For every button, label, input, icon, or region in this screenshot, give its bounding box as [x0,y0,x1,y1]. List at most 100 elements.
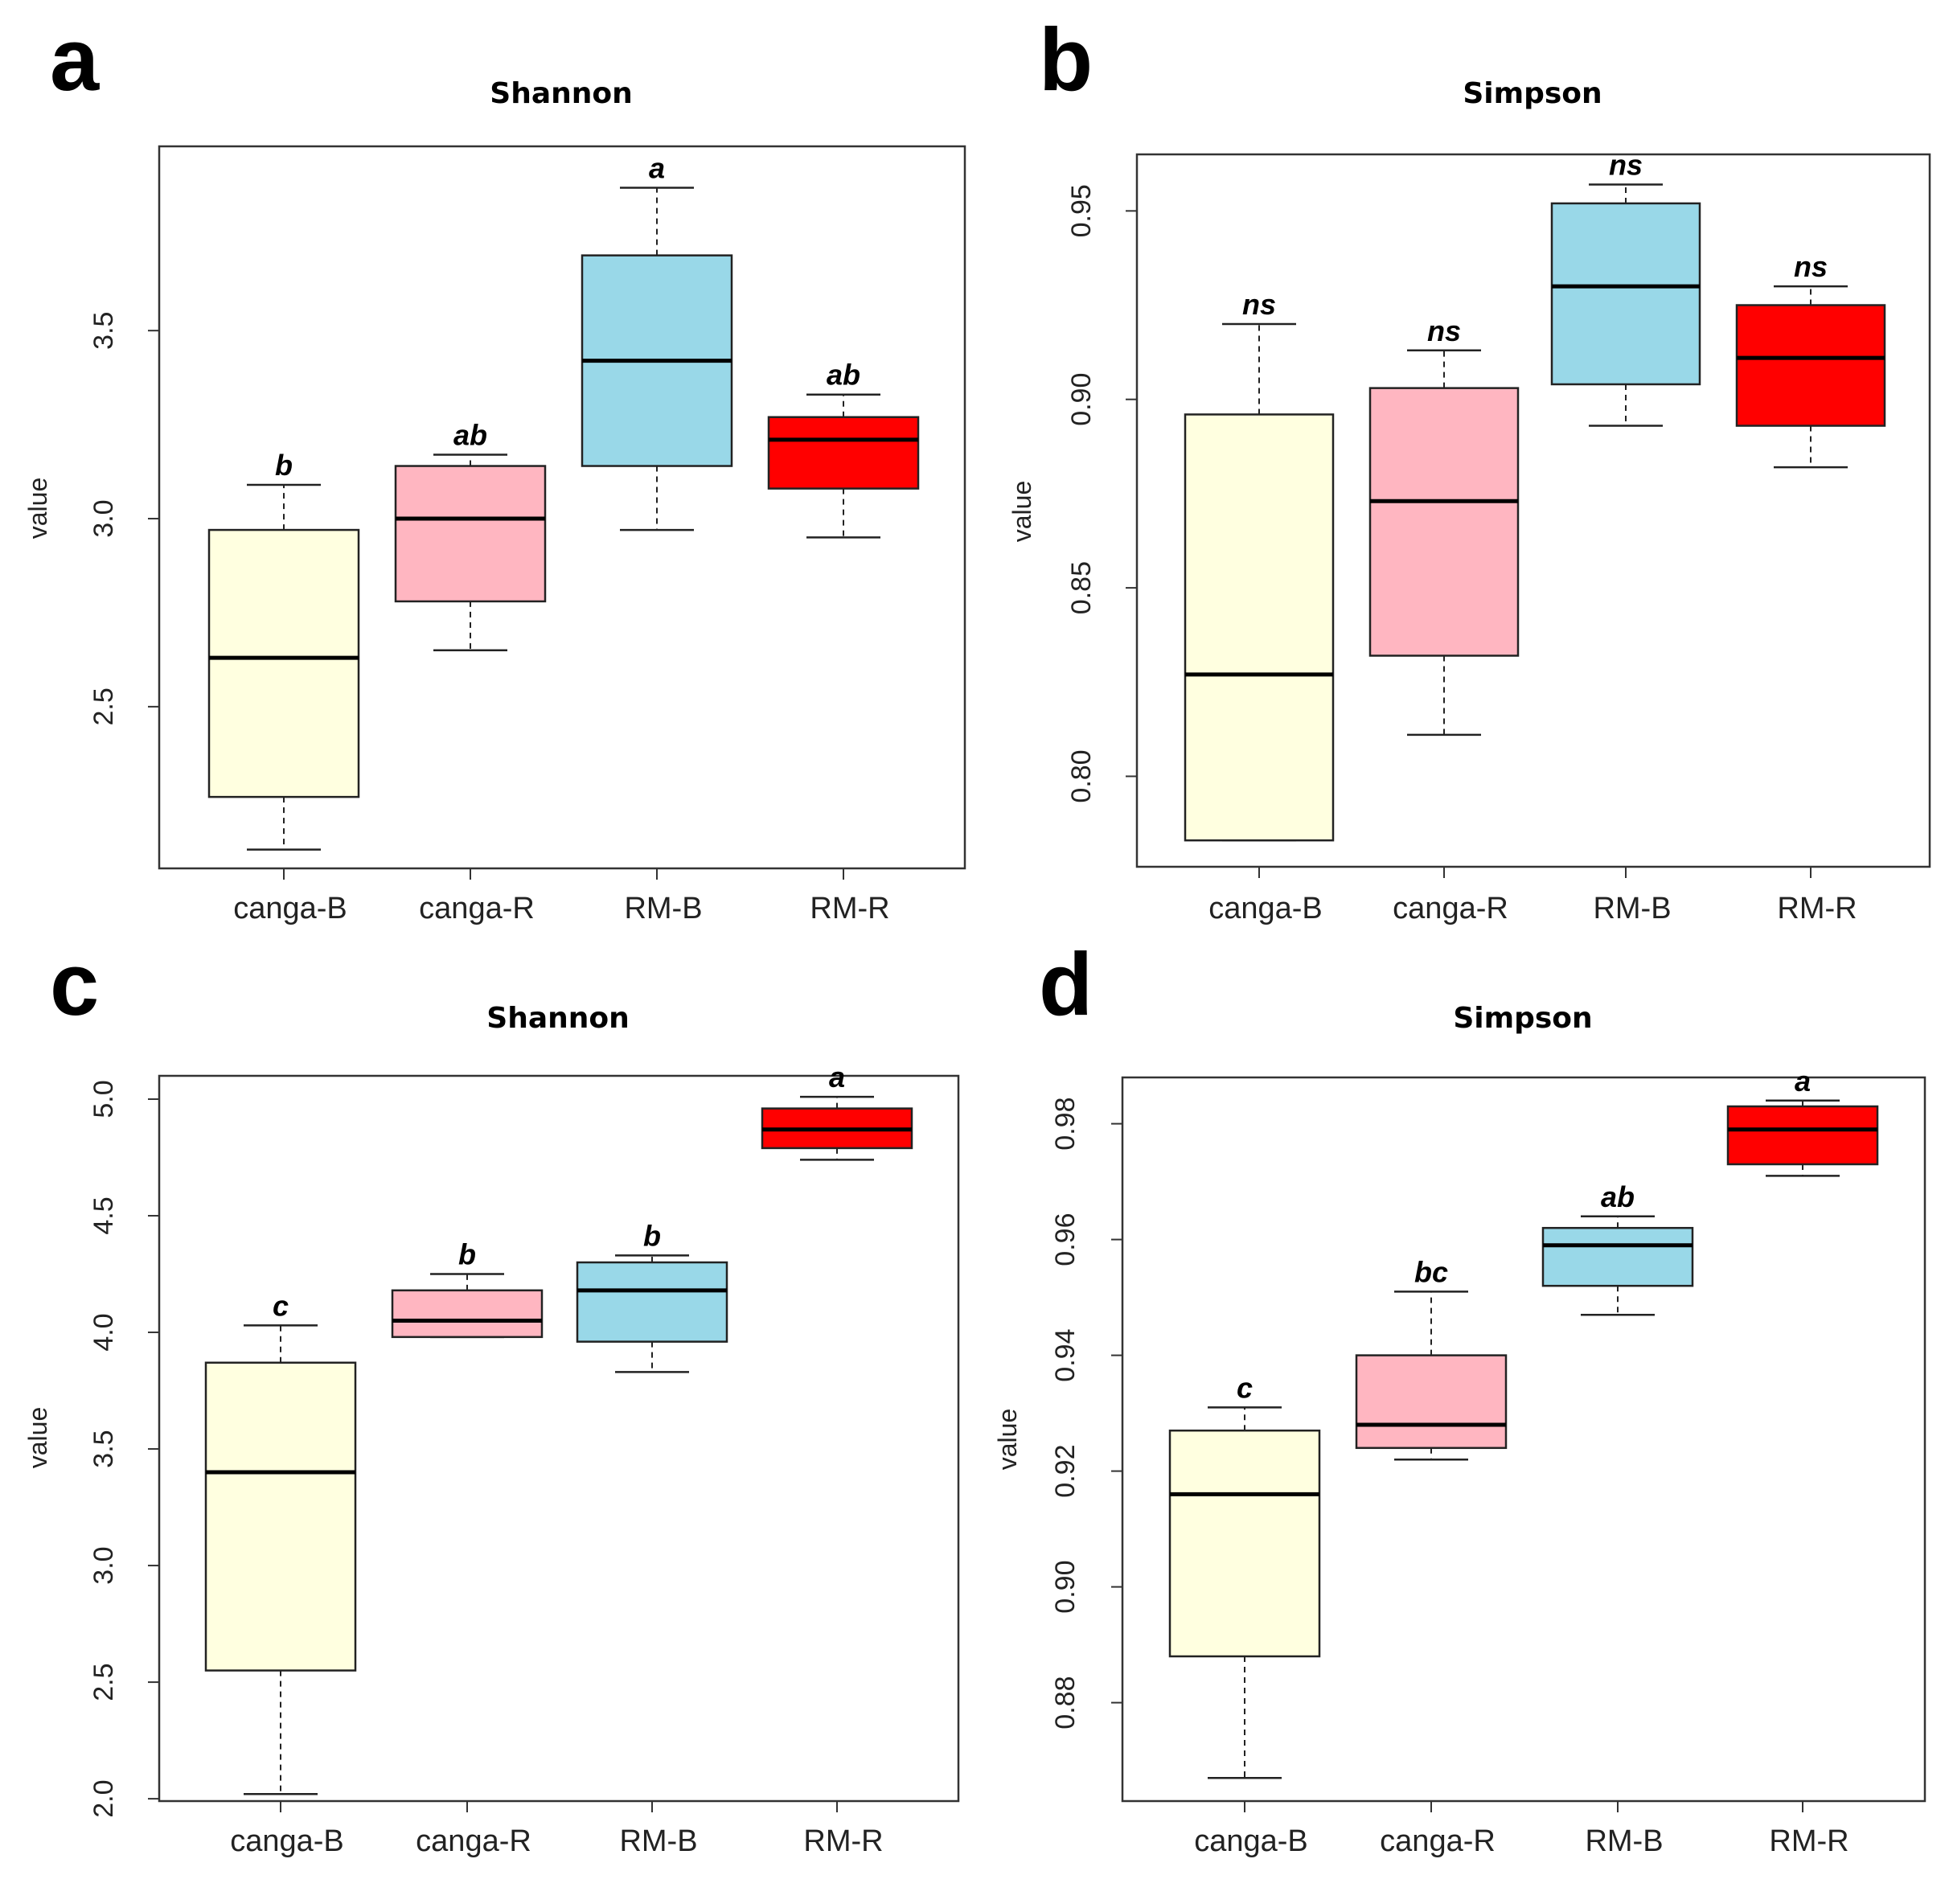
box-RM-B: RM-B ab [1541,1180,1694,1858]
x-tick-label: canga-R [1393,892,1508,925]
box-body [391,1289,544,1339]
x-tick-label: RM-B [619,1824,697,1858]
y-tick-label: 4.5 [88,1196,119,1234]
box-body [1726,1105,1879,1166]
significance-label: ns [1609,149,1643,182]
panel-a: a Shannonvalue2.53.03.5canga-Bbcanga-RabR… [23,10,966,925]
box-body [1368,387,1520,657]
box-RM-B: RM-B ns [1550,149,1701,925]
y-axis-label: value [993,1409,1022,1471]
y-tick-label: 0.98 [1050,1098,1081,1151]
y-tick-label: 3.0 [88,499,119,537]
significance-label: a [829,1061,845,1094]
box-RM-R: RM-R a [1726,1065,1879,1858]
box-RM-R: RM-R a [761,1061,913,1858]
box-body [1184,413,1335,842]
plot-title: Simpson [1453,1002,1592,1035]
plot-title: Shannon [486,1002,629,1035]
box-canga-R: canga-R bc [1355,1255,1508,1858]
y-tick-label: 0.85 [1066,561,1097,614]
box-canga-B: canga-B c [204,1289,357,1858]
box-body [1355,1354,1508,1450]
significance-label: bc [1414,1255,1448,1288]
y-tick-label: 0.80 [1066,749,1097,802]
y-axis-label: value [1007,481,1036,543]
y-tick-label: 2.5 [88,687,119,725]
box-canga-B: canga-B ns [1184,288,1335,925]
y-axis-label: value [23,1407,52,1469]
significance-label: ab [827,359,860,392]
y-tick-label: 0.95 [1066,184,1097,237]
panel-letter: b [1039,10,1093,109]
significance-label: b [643,1219,661,1252]
box-body [394,465,547,603]
plot-frame [158,1074,960,1803]
box-body [1735,304,1886,427]
x-tick-label: canga-R [1380,1824,1496,1858]
significance-label: ns [1794,250,1828,283]
y-tick-label: 5.0 [88,1080,119,1118]
box-body [767,416,920,490]
box-body [1550,202,1701,386]
box-RM-R: RM-R ab [767,359,920,925]
significance-label: c [273,1289,289,1322]
significance-label: c [1237,1371,1253,1404]
significance-label: ns [1242,288,1276,321]
x-tick-label: canga-B [233,892,347,925]
panel-d: d Simpson value 0.88 0.90 0.92 0.94 0.96 0.98 can… [993,935,1926,1858]
plot-title: Shannon [490,77,632,110]
box-canga-B: canga-B b [207,449,360,925]
x-tick-label: RM-B [624,892,702,925]
box-canga-B: canga-B c [1168,1371,1321,1858]
panel-c: c Shannon value 2.0 2.5 3.0 3.5 4.0 4.5 5.0 canga-… [23,935,960,1858]
significance-label: b [458,1238,476,1271]
x-tick-label: RM-R [810,892,889,925]
significance-label: ns [1427,314,1461,347]
plot-frame [1121,1076,1926,1803]
y-tick-label: 0.96 [1050,1213,1081,1266]
box-canga-R: canga-R b [391,1238,544,1858]
box-RM-B: RM-B a [581,151,733,925]
x-tick-label: RM-B [1585,1824,1663,1858]
plot-title: Simpson [1463,77,1602,110]
significance-label: ab [1601,1180,1635,1213]
x-tick-label: RM-R [1777,892,1857,925]
y-axis-label: value [23,478,52,540]
y-tick-label: 0.92 [1050,1445,1081,1498]
y-tick-label: 2.0 [88,1779,119,1817]
y-tick-label: 0.90 [1066,373,1097,426]
box-RM-R: RM-R ns [1735,250,1886,925]
plot-frame [1135,153,1931,868]
box-body [576,1261,728,1343]
plot-frame [158,145,966,870]
y-tick-label: 2.5 [88,1663,119,1701]
box-RM-B: RM-B b [576,1219,728,1858]
y-tick-label: 0.94 [1050,1329,1081,1382]
panel-letter: a [50,10,100,109]
y-tick-label: 3.5 [88,312,119,350]
box-body [204,1361,357,1672]
panel-letter: c [50,935,99,1034]
box-canga-R: canga-R ab [394,419,547,925]
x-tick-label: canga-B [1208,892,1323,925]
y-tick-label: 0.88 [1050,1676,1081,1730]
significance-label: a [649,151,665,184]
x-tick-label: canga-R [416,1824,531,1858]
x-tick-label: canga-B [230,1824,344,1858]
box-body [207,528,360,798]
significance-label: a [1795,1065,1811,1098]
x-tick-label: RM-B [1593,892,1671,925]
panel-letter: d [1039,935,1093,1034]
x-tick-label: RM-R [1769,1824,1848,1858]
x-tick-label: canga-R [419,892,535,925]
x-tick-label: canga-B [1194,1824,1308,1858]
y-tick-label: 3.5 [88,1430,119,1467]
panel-b: b Simpsonvalue0.800.850.900.95canga-Bnsca… [1007,10,1931,925]
y-tick-label: 0.90 [1050,1561,1081,1614]
x-tick-label: RM-R [803,1824,883,1858]
y-tick-label: 3.0 [88,1546,119,1584]
significance-label: ab [453,419,487,452]
box-canga-R: canga-R ns [1368,314,1520,925]
box-body [1541,1226,1694,1287]
